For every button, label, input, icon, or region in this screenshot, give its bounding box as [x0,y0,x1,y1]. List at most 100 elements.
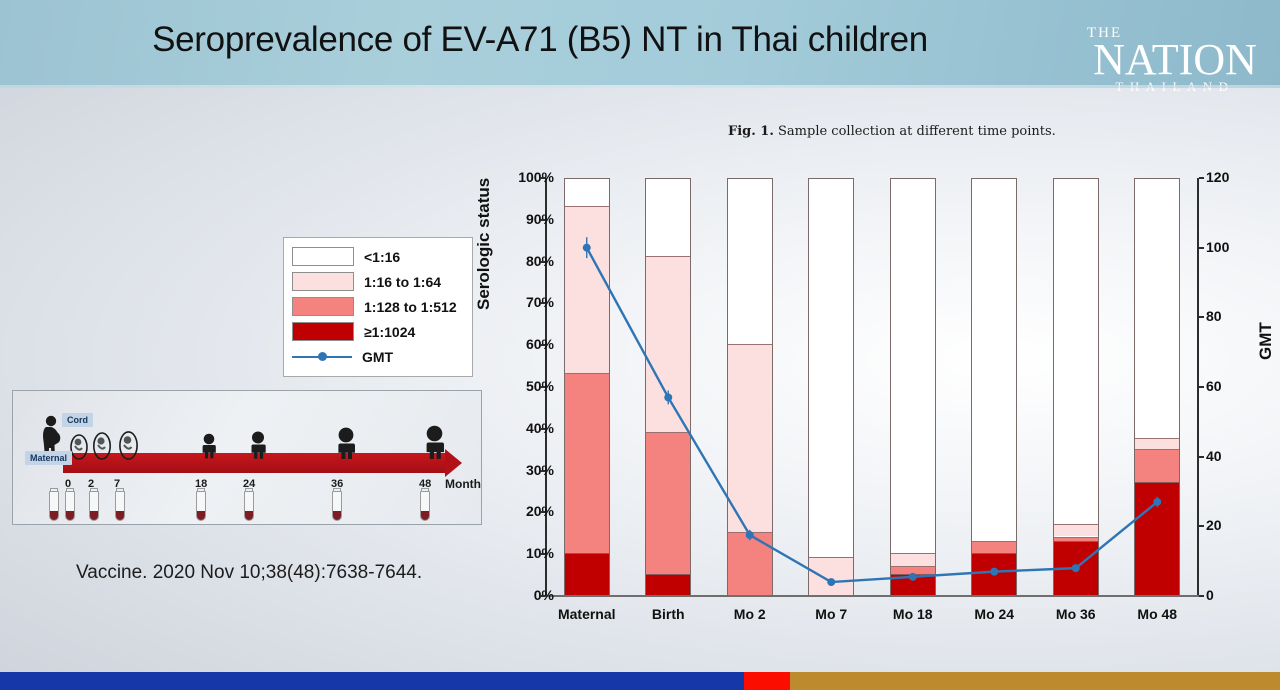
bar-segment [1053,536,1098,541]
fetus-icon [93,432,111,460]
bar-segment [646,256,691,432]
blood-tube-icon [332,488,342,521]
bar-segment [1053,540,1098,595]
bar-segment [1135,438,1180,449]
fetus-icon [70,434,88,460]
bar-mo-7 [808,178,855,596]
plot-area [546,178,1198,596]
bar-segment [727,344,772,533]
y-tick-mark-left [540,469,545,472]
blood-tube-icon [49,488,59,521]
bar-maternal [563,178,610,596]
bar-segment [564,373,609,554]
figure-caption-label: Fig. 1. [728,124,774,139]
bar-mo-48 [1134,178,1181,596]
x-tick-label: Mo 48 [1137,606,1178,622]
bar-segment [1135,482,1180,595]
legend-line-gmt [292,348,352,365]
timeline-panel: Cord Maternal 0 2 7 18 24 36 48 Month [12,390,482,525]
y-tick-mark-right [1199,595,1204,597]
child-icon [426,425,444,459]
y-tick-mark-left [540,302,545,305]
legend-item: 1:16 to 1:64 [292,269,464,294]
chart-legend: <1:16 1:16 to 1:64 1:128 to 1:512 ≥1:102… [283,237,473,377]
bar-segment [972,540,1017,554]
y-axis-left [545,178,547,596]
legend-item: ≥1:1024 [292,319,464,344]
legend-swatch-lt16 [292,247,354,266]
bar-segment [1053,523,1098,537]
legend-item-label: ≥1:1024 [364,323,416,340]
y-tick-label-right: 0 [1206,587,1214,603]
blood-tube-icon [89,488,99,521]
bar-segment [890,565,935,575]
strip-gold [790,672,1280,690]
bar-birth [645,178,692,596]
y-tick-label-left: 100% [518,169,554,185]
y-tick-label-left: 90% [525,210,554,227]
blood-tube-icon [244,488,254,521]
timeline-tick-label: 24 [243,478,256,490]
bar-segment [646,574,691,595]
child-icon [251,431,266,459]
bar-segment [564,206,609,374]
timeline-tag-cord: Cord [62,413,93,427]
figure-caption-text: Sample collection at different time poin… [773,124,1056,139]
y-tick-label-left: 30% [525,461,554,478]
legend-swatch-128-512 [292,297,354,316]
timeline-tick-label: 2 [88,478,95,490]
y-axis-right [1197,178,1199,596]
x-tick-label: Mo 7 [815,606,848,622]
y-tick-mark-right [1199,316,1204,319]
logo-line-nation: NATION [1093,35,1257,84]
legend-item-label: 1:128 to 1:512 [364,298,457,315]
blood-tube-icon [196,488,206,521]
x-tick-label: Birth [651,606,685,622]
x-tick-label: Mo 24 [974,606,1015,622]
bar-mo-2 [726,178,773,596]
legend-item: 1:128 to 1:512 [292,294,464,319]
bar-segment [1135,448,1180,483]
legend-item-label: GMT [362,348,394,365]
y-tick-label-left: 50% [525,378,554,394]
y-tick-mark-left [540,177,545,179]
legend-item-label: <1:16 [364,248,401,265]
y-tick-label-right: 40 [1206,447,1222,464]
bar-segment [809,557,854,595]
y-tick-label-left: 80% [525,252,554,269]
strip-blue [0,672,744,690]
timeline-tick-label: 7 [114,478,121,490]
y-tick-mark-left [540,511,545,514]
x-axis [545,595,1199,597]
child-icon [202,433,216,459]
y-tick-label-right: 100 [1206,238,1230,255]
y-tick-mark-right [1199,177,1204,179]
y-tick-label-left: 70% [525,294,554,311]
bar-segment [564,553,609,595]
bar-segment [890,553,935,566]
blood-tube-icon [115,488,125,521]
bottom-color-strip [0,672,1280,690]
timeline-tick-label: 36 [331,478,344,490]
legend-gmt-marker [318,352,327,361]
y-tick-mark-left [540,427,545,430]
timeline-tick-label: 48 [419,478,432,490]
citation-text: Vaccine. 2020 Nov 10;38(48):7638-7644. [76,562,423,583]
blood-tube-icon [65,488,75,521]
y-tick-mark-right [1199,246,1204,249]
child-icon [338,427,355,459]
y-tick-label-left: 10% [525,545,554,562]
y-tick-mark-left [540,260,545,263]
bar-segment [972,553,1017,595]
bar-segment [646,432,691,575]
y-tick-mark-left [540,553,545,556]
y-tick-label-left: 60% [525,336,554,353]
y-tick-mark-left [540,386,545,388]
blood-tube-icon [420,488,430,521]
slide-header: Seroprevalence of EV-A71 (B5) NT in Thai… [0,0,1280,93]
y-tick-mark-right [1199,386,1204,388]
y-tick-label-left: 0% [533,587,554,603]
legend-item: <1:16 [292,244,464,269]
bar-mo-18 [889,178,936,596]
